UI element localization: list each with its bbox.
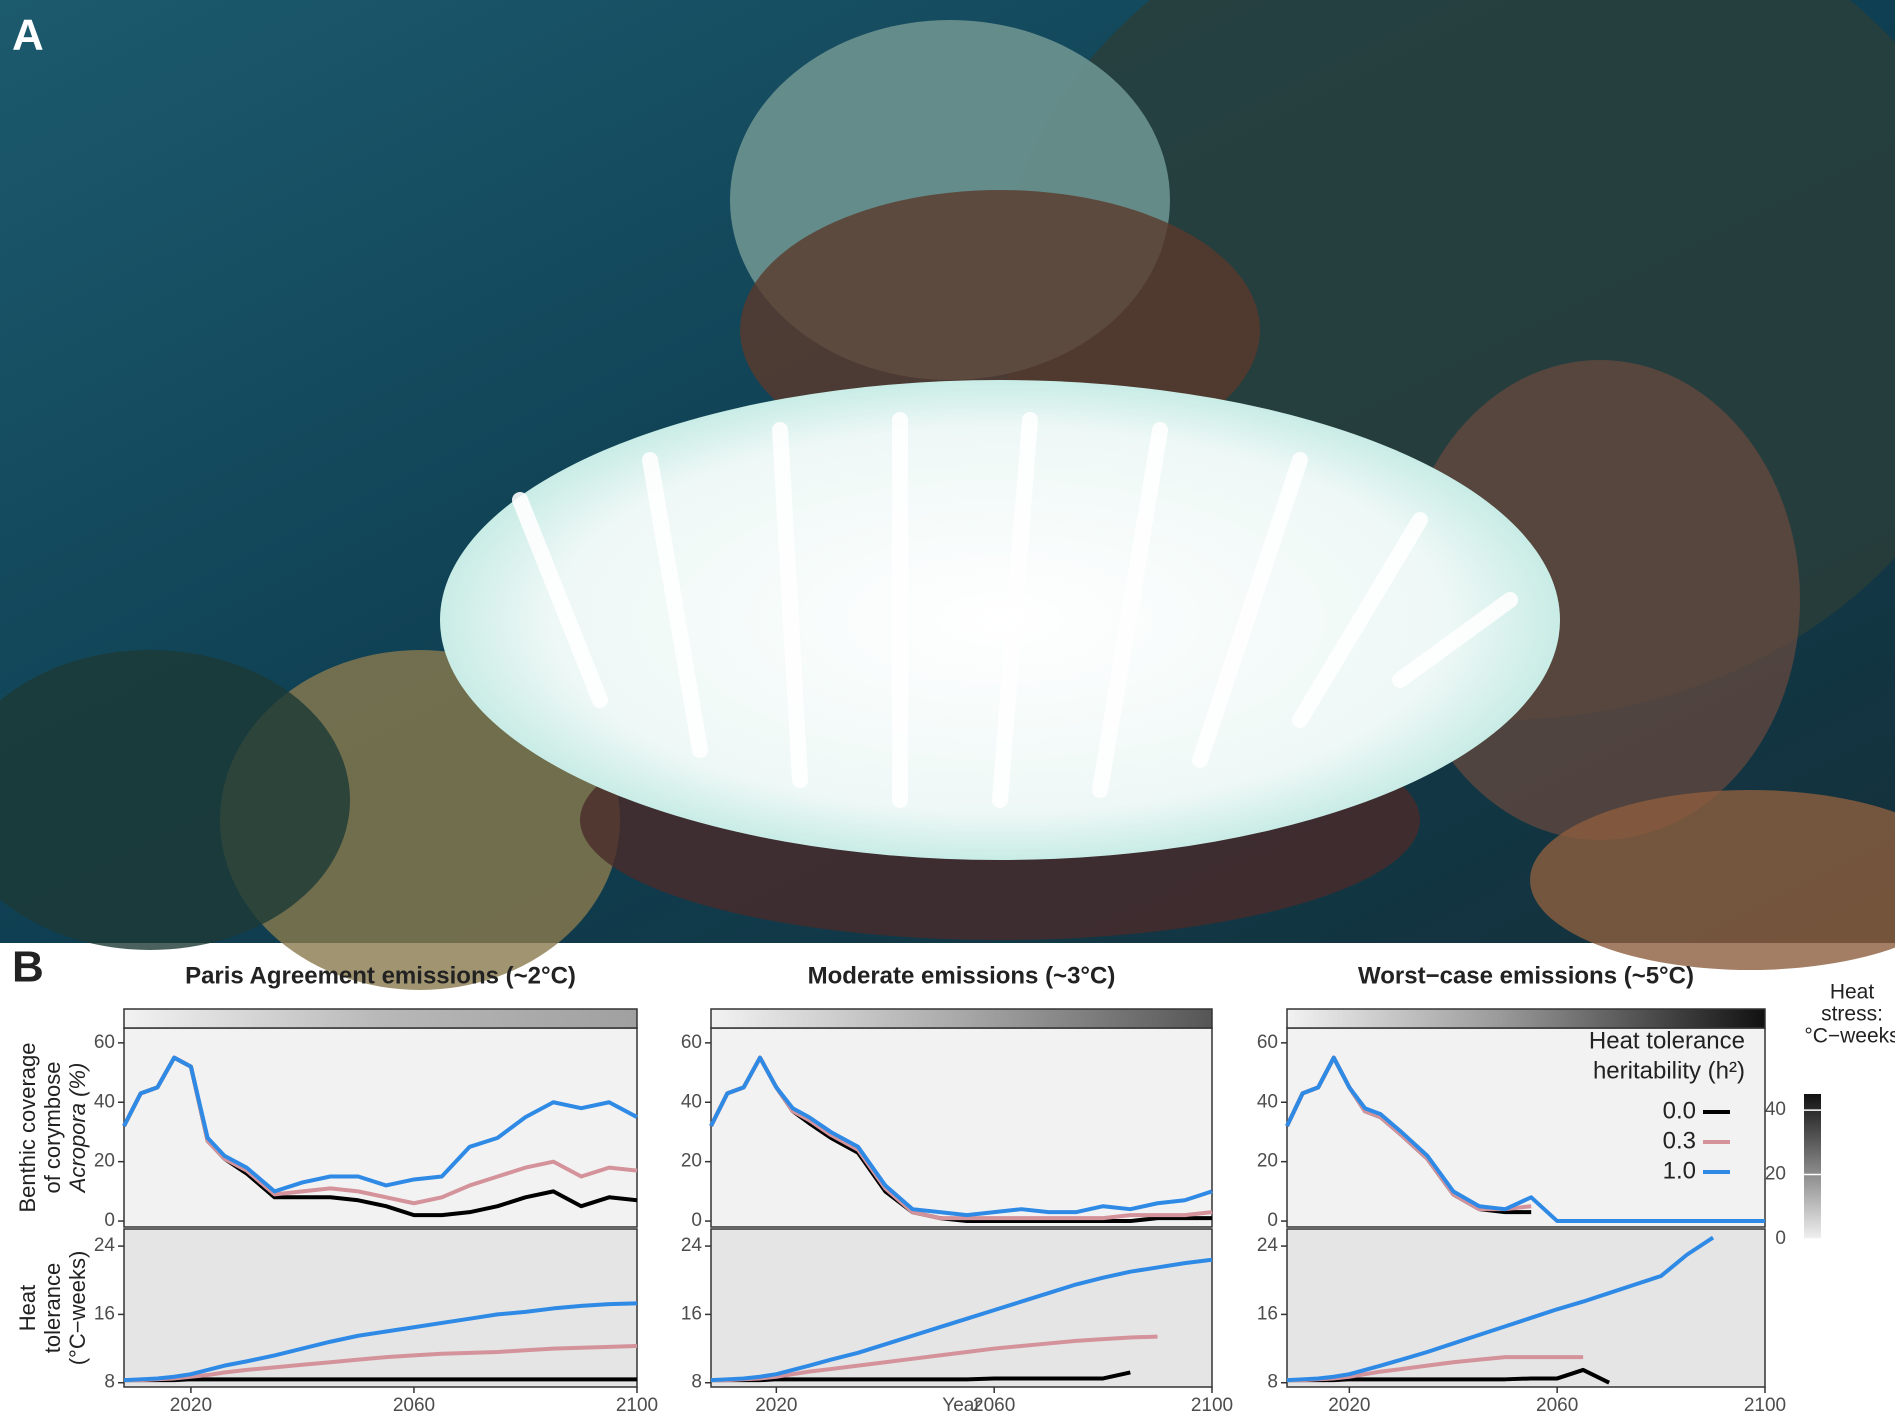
x-tick-label: 2020 [1328, 1395, 1370, 1416]
legend-label: 0.0 [1663, 1097, 1696, 1124]
colorbar-title: stress: [1821, 1003, 1883, 1026]
y-tick-label: 40 [94, 1091, 115, 1112]
plot-background [1286, 1027, 1766, 1228]
y-tick-label: 60 [94, 1032, 115, 1053]
y-tick-label: 0 [1267, 1210, 1278, 1231]
panel-label: B [12, 943, 44, 992]
y-tick-label: 20 [1257, 1151, 1278, 1172]
colorbar-title: Heat [1830, 981, 1875, 1004]
x-axis-label: Year [942, 1395, 981, 1416]
plot-background [710, 1228, 1213, 1388]
y-axis-label-line: tolerance [40, 1263, 65, 1354]
series-line [1286, 1235, 1715, 1383]
y-tick-label: 24 [1257, 1235, 1279, 1256]
x-tick-label: 2100 [1191, 1395, 1233, 1416]
chart-title: Worst−case emissions (~5°C) [1358, 962, 1694, 989]
y-tick-label: 0 [104, 1210, 115, 1231]
x-tick-label: 2100 [616, 1395, 658, 1416]
x-tick-label: 2020 [755, 1395, 797, 1416]
series-line [710, 1257, 1213, 1383]
y-axis-label-line: Benthic coverage [15, 1043, 40, 1213]
x-tick-label: 2060 [973, 1395, 1015, 1416]
y-tick-label: 8 [691, 1372, 702, 1393]
series-line [124, 1344, 638, 1383]
x-tick-label: 2060 [1536, 1395, 1578, 1416]
y-tick-label: 20 [94, 1151, 115, 1172]
photo: A [0, 0, 1895, 990]
y-axis-label: Heattolerance(°C−weeks) [15, 1251, 90, 1366]
heat-stress-strip [123, 1008, 638, 1029]
y-tick-label: 16 [681, 1303, 702, 1324]
y-axis-label-line: (°C−weeks) [65, 1251, 90, 1366]
colorbar-title: °C−weeks [1804, 1025, 1895, 1048]
y-tick-label: 16 [1257, 1303, 1278, 1324]
x-tick-label: 2020 [170, 1395, 212, 1416]
plot-background [710, 1027, 1213, 1228]
panel-label: A [12, 11, 44, 60]
y-tick-label: 0 [691, 1210, 702, 1231]
heat-stress-strip [1286, 1008, 1766, 1029]
y-tick-label: 60 [681, 1032, 702, 1053]
y-tick-label: 40 [1257, 1091, 1278, 1112]
y-tick-label: 8 [104, 1372, 115, 1393]
series-line [709, 1055, 1213, 1218]
y-tick-label: 24 [681, 1235, 703, 1256]
y-tick-label: 40 [681, 1091, 702, 1112]
y-axis-label-line: Heat [15, 1285, 40, 1331]
colorbar-tick-label: 0 [1775, 1228, 1786, 1249]
y-axis-label: Benthic coverageof corymboseAcropora (%) [15, 1043, 90, 1213]
y-tick-label: 8 [1267, 1372, 1278, 1393]
x-tick-label: 2060 [393, 1395, 435, 1416]
y-tick-label: 20 [681, 1151, 702, 1172]
series-line [124, 1377, 637, 1383]
legend-label: 0.3 [1663, 1127, 1696, 1154]
legend-title: Heat tolerance [1589, 1027, 1745, 1054]
heat-stress-strip [710, 1008, 1213, 1029]
series-line [123, 1301, 638, 1383]
y-axis-label-line: Acropora (%) [65, 1063, 90, 1195]
plot-background [123, 1027, 638, 1228]
series-line [122, 1055, 638, 1194]
chart-title: Moderate emissions (~3°C) [808, 962, 1116, 989]
chart-title: Paris Agreement emissions (~2°C) [185, 962, 576, 989]
legend-label: 1.0 [1663, 1157, 1696, 1184]
colorbar-tick-label: 40 [1765, 1099, 1786, 1120]
y-tick-label: 60 [1257, 1032, 1278, 1053]
y-tick-label: 24 [94, 1235, 116, 1256]
y-tick-label: 16 [94, 1303, 115, 1324]
colorbar [1804, 1094, 1821, 1239]
colorbar-tick-label: 20 [1765, 1164, 1786, 1185]
series-line [1285, 1055, 1765, 1224]
x-tick-label: 2100 [1744, 1395, 1786, 1416]
legend-title: heritability (h²) [1593, 1057, 1745, 1084]
y-axis-label-line: of corymbose [40, 1061, 65, 1193]
